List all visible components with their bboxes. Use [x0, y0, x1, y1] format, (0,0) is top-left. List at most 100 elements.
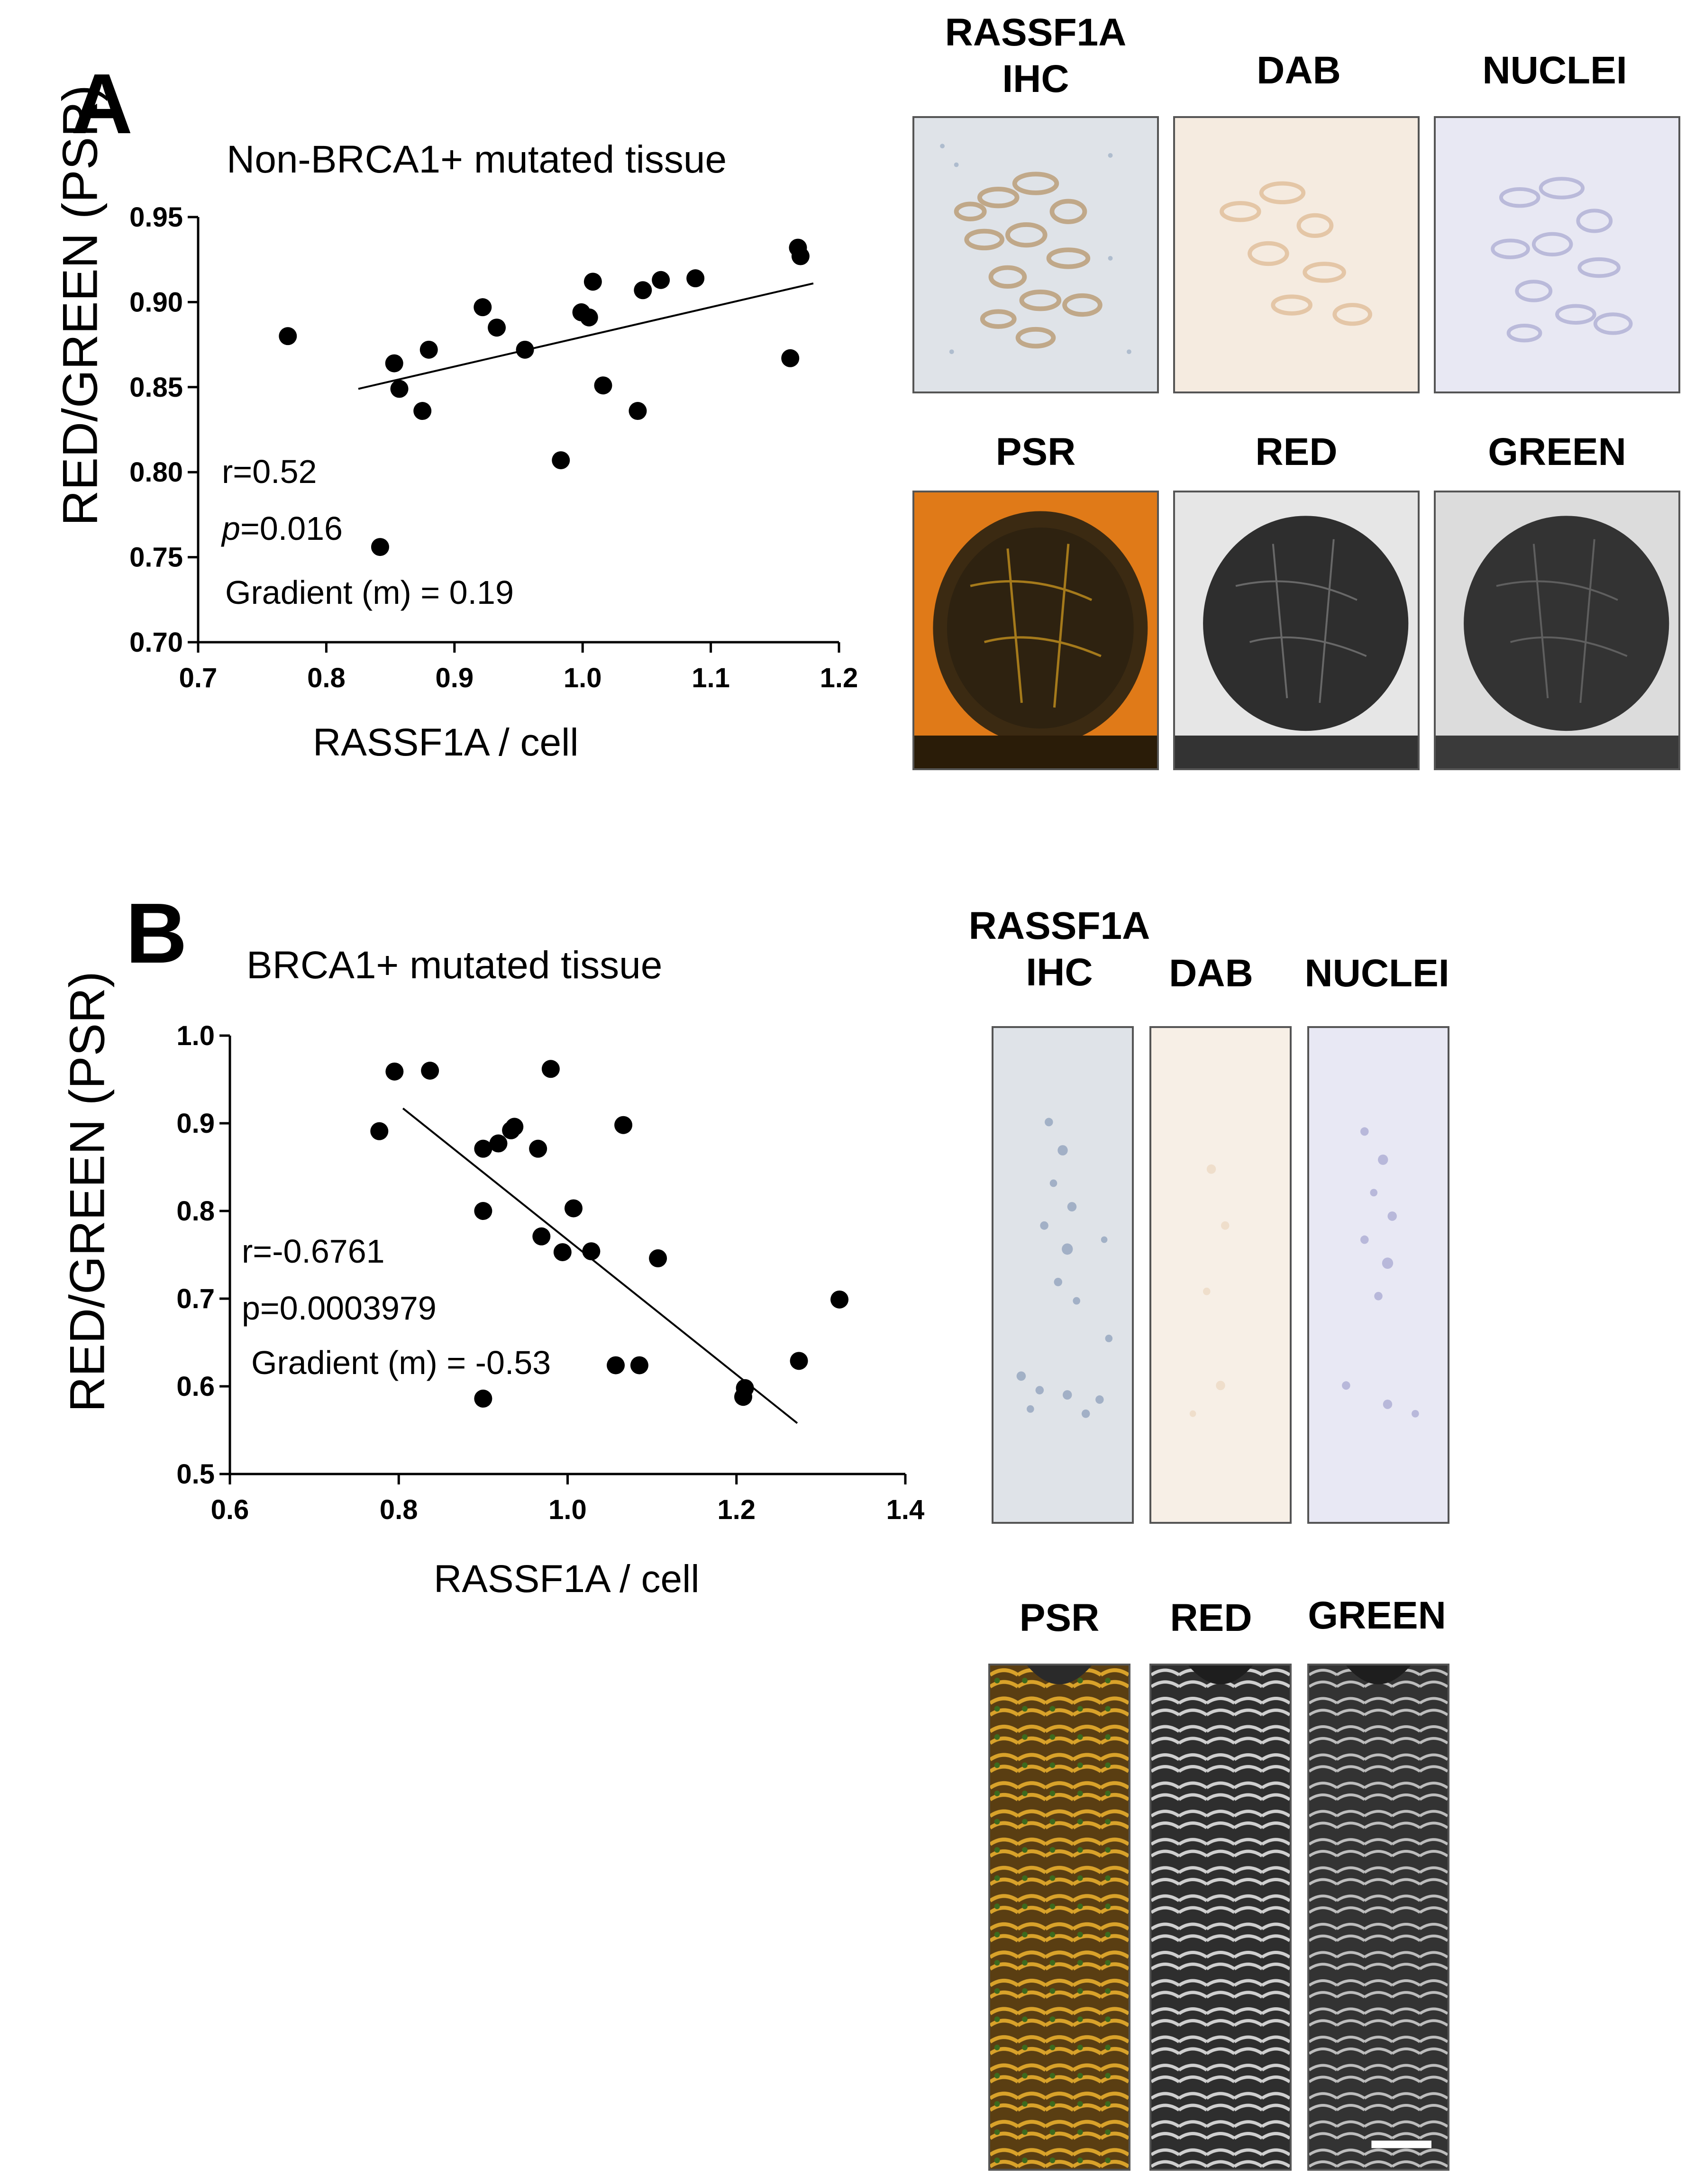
chart-a-y-tick-label: 0.95: [129, 202, 183, 233]
chart-b-data-point: [649, 1249, 667, 1267]
chart-a-plot: 0.7 0.8 0.9 1.0 1.1 1.2 0.70 0.75 0.80 0.85 0.90 0.…: [129, 202, 858, 693]
label-a-rassf1a-ihc-text: RASSF1A IHC: [945, 11, 1127, 101]
chart-b-data-point: [474, 1389, 492, 1408]
chart-a-data-point: [552, 451, 570, 470]
chart-b-x-tick-label: 0.8: [380, 1494, 418, 1525]
chart-a-p-value: =0.016: [240, 510, 343, 547]
chart-b-data-point: [614, 1116, 633, 1134]
chart-a-y-tick-label: 0.80: [129, 457, 183, 488]
chart-b-data-point: [385, 1062, 404, 1081]
chart-a-data-point: [419, 340, 438, 359]
chart-b-y-tick-label: 0.6: [176, 1371, 215, 1402]
chart-a-gradient-stat: Gradient (m) = 0.19: [225, 574, 514, 611]
chart-a-title: Non-BRCA1+ mutated tissue: [227, 138, 727, 181]
chart-a-data-point: [629, 402, 647, 420]
chart-a-data-point: [488, 318, 506, 337]
label-a-nuclei: NUCLEI: [1482, 49, 1627, 92]
chart-a-data-point: [390, 380, 409, 398]
chart-b-y-tick-label: 0.5: [176, 1459, 215, 1490]
chart-a-y-tick-label: 0.85: [129, 372, 183, 403]
chart-b-y-tick-label: 0.7: [176, 1283, 215, 1314]
image-b-rassf1a-ihc: [992, 1026, 1134, 1524]
chart-a-data-point: [652, 271, 670, 289]
image-a-nuclei: [1434, 116, 1680, 393]
chart-b-xlabel: RASSF1A / cell: [434, 1557, 700, 1601]
image-a-rassf1a-ihc: [912, 116, 1159, 393]
chart-b-y-tick-label: 1.0: [176, 1020, 215, 1051]
chart-b-gradient-stat: Gradient (m) = -0.53: [251, 1344, 551, 1381]
image-a-green: [1434, 491, 1680, 770]
chart-b-data-point: [421, 1062, 439, 1080]
chart-a-y-tick-label: 0.75: [129, 542, 183, 573]
image-b-green: [1307, 1664, 1449, 2171]
chart-b-data-point: [564, 1199, 583, 1218]
chart-b-data-point: [474, 1139, 492, 1158]
chart-a-x-tick-label: 0.9: [435, 663, 474, 693]
panel-a-letter: A: [71, 56, 133, 152]
chart-a-regression-line: [358, 282, 814, 390]
chart-a-data-point: [474, 298, 492, 317]
label-b-rassf1a-ihc-text: RASSF1A IHC: [968, 904, 1150, 994]
chart-a-data-point: [371, 538, 389, 556]
chart-b-x-tick-label: 1.2: [717, 1494, 756, 1525]
chart-b-y-tick-label: 0.9: [176, 1108, 215, 1139]
label-a-red: RED: [1255, 430, 1338, 473]
chart-a-data-point: [781, 349, 800, 367]
chart-a-p-stat: p=0.016: [222, 510, 343, 547]
chart-b-plot: 0.6 0.8 1.0 1.2 1.4 0.5 0.6 0.7 0.8 0.9 1.0: [176, 1020, 925, 1525]
label-a-dab: DAB: [1257, 49, 1341, 92]
chart-b-data-point: [489, 1134, 508, 1153]
chart-b-data-point: [370, 1122, 389, 1140]
chart-b-data-point: [529, 1139, 547, 1158]
chart-a-x-tick-label: 1.2: [820, 663, 858, 693]
chart-b-data-point: [830, 1290, 849, 1309]
label-b-red: RED: [1170, 1596, 1252, 1639]
image-b-red: [1149, 1664, 1292, 2171]
chart-a-x-tick-label: 1.1: [692, 663, 730, 693]
image-b-nuclei: [1307, 1026, 1449, 1524]
chart-b-data-point: [505, 1118, 524, 1136]
chart-a-p-label: p: [222, 510, 240, 547]
image-a-red: [1173, 491, 1420, 770]
chart-b-regression-line: [402, 1107, 798, 1424]
chart-b-data-point: [532, 1227, 551, 1246]
label-a-green: GREEN: [1488, 430, 1626, 473]
chart-a-data-point: [580, 308, 598, 327]
label-a-rassf1a-ihc: RASSF1A IHC: [912, 9, 1159, 103]
image-a-dab: [1173, 116, 1420, 393]
chart-b-data-point: [736, 1379, 754, 1397]
image-b-dab: [1149, 1026, 1292, 1524]
label-b-green: GREEN: [1308, 1594, 1446, 1637]
chart-b-data-point: [541, 1060, 560, 1078]
chart-b-data-point: [630, 1356, 648, 1374]
image-b-psr: [988, 1664, 1130, 2171]
chart-b-y-tick-label: 0.8: [176, 1196, 215, 1227]
chart-a-x-tick-label: 0.8: [307, 663, 346, 693]
chart-a-data-point: [594, 376, 612, 395]
chart-a-r-stat: r=0.52: [222, 453, 317, 490]
chart-a-xlabel: RASSF1A / cell: [313, 721, 579, 764]
chart-b-r-stat: r=-0.6761: [242, 1233, 385, 1270]
chart-a-x-tick-label: 1.0: [564, 663, 602, 693]
chart-b-data-point: [553, 1243, 572, 1261]
chart-b-x-tick-label: 1.0: [548, 1494, 587, 1525]
chart-b-x-tick-label: 1.4: [886, 1494, 925, 1525]
chart-a-data-point: [634, 281, 652, 300]
chart-a-data-point: [413, 402, 432, 420]
chart-b-p-stat: p=0.0003979: [242, 1290, 437, 1327]
chart-a-data-point: [791, 247, 810, 265]
label-b-psr: PSR: [1019, 1596, 1100, 1639]
label-b-dab: DAB: [1169, 952, 1253, 995]
chart-a-data-point: [583, 273, 602, 291]
scale-bar: [1371, 2140, 1431, 2148]
panel-b-letter: B: [126, 886, 187, 981]
chart-a-data-point: [686, 269, 705, 288]
image-a-psr: [912, 491, 1159, 770]
label-b-nuclei: NUCLEI: [1304, 952, 1449, 995]
chart-a-y-tick-label: 0.70: [129, 627, 183, 658]
chart-a-x-tick-label: 0.7: [179, 663, 218, 693]
chart-a-data-point: [385, 354, 403, 373]
label-b-rassf1a-ihc: RASSF1A IHC: [953, 903, 1166, 996]
chart-a-data-point: [516, 340, 534, 359]
chart-b-data-point: [607, 1356, 625, 1374]
